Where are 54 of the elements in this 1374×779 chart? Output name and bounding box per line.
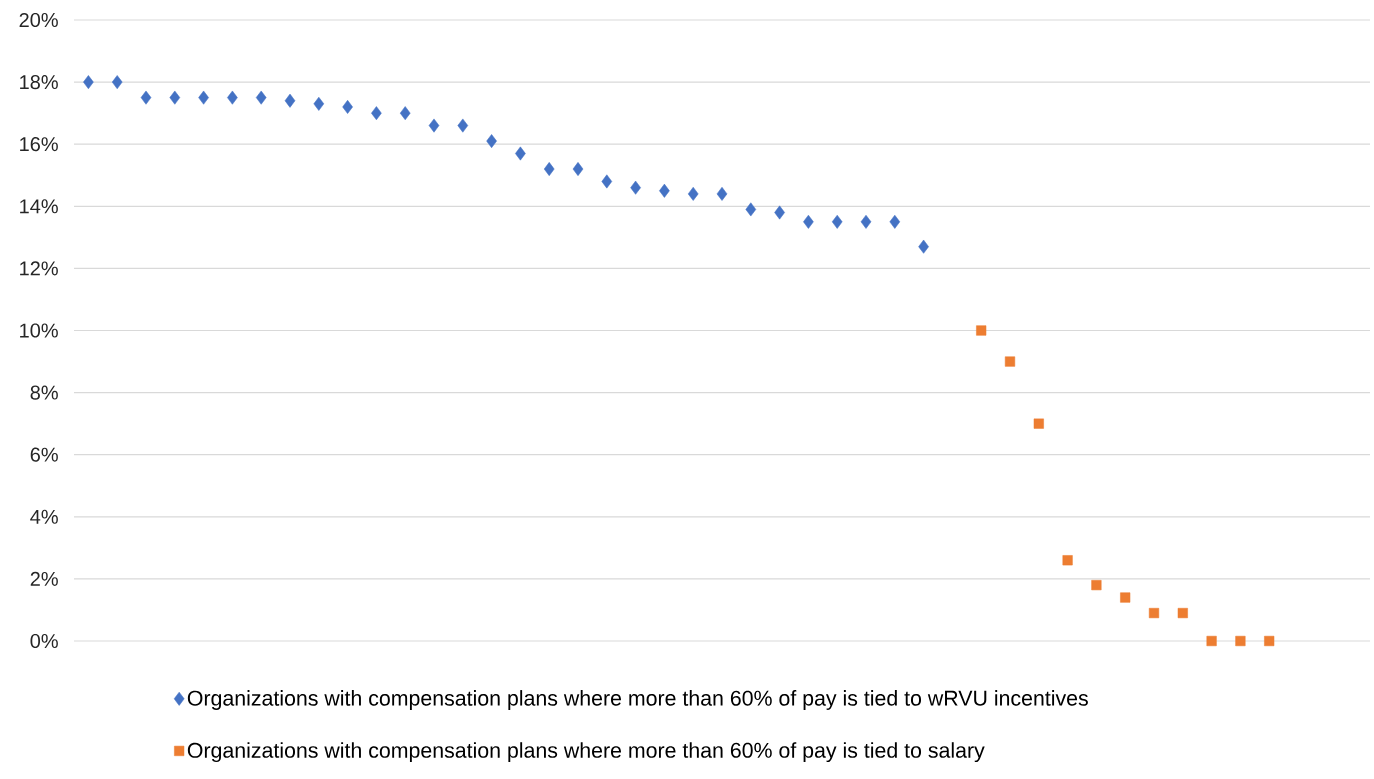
point — [860, 214, 872, 229]
point — [976, 325, 987, 336]
point — [543, 162, 555, 176]
point — [313, 96, 325, 111]
point — [918, 239, 929, 254]
point — [515, 146, 526, 161]
point — [831, 214, 843, 229]
point — [1148, 607, 1160, 619]
point — [716, 186, 728, 201]
point — [601, 174, 613, 189]
point — [1235, 635, 1246, 647]
y-tick-label: 16% — [20, 137, 58, 152]
point — [1120, 592, 1131, 603]
point — [198, 90, 209, 105]
y-tick-label: 20% — [19, 12, 58, 28]
point — [889, 214, 901, 229]
point — [1091, 580, 1102, 591]
y-tick-label: 10% — [20, 323, 58, 338]
point — [428, 118, 440, 133]
point — [1004, 356, 1016, 367]
point — [486, 134, 497, 149]
y-tick-label: 0% — [30, 633, 58, 649]
point — [803, 214, 814, 229]
point — [227, 90, 238, 105]
point — [774, 205, 785, 220]
legend-label: Organizations with compensation plans where more than 60% of pay is tied to salary — [187, 742, 985, 763]
point — [572, 162, 584, 176]
y-tick-label: 2% — [30, 571, 58, 586]
point — [1177, 607, 1188, 619]
point — [687, 186, 699, 201]
legend-label: Organizations with compensation plans where more than 60% of pay is tied to wRVU incentives — [187, 690, 1088, 710]
point — [659, 183, 670, 198]
point — [371, 106, 382, 121]
point — [1264, 635, 1275, 647]
point — [83, 75, 94, 90]
point — [630, 180, 641, 195]
point — [1033, 418, 1044, 429]
point — [111, 75, 123, 90]
point — [399, 106, 411, 121]
point — [1206, 635, 1217, 647]
y-tick-label: 18% — [20, 75, 58, 90]
y-tick-label: 4% — [30, 509, 58, 524]
y-tick-label: 12% — [20, 261, 58, 276]
point — [745, 202, 757, 217]
y-tick-label: 14% — [20, 199, 58, 214]
point — [140, 90, 152, 105]
point — [284, 93, 296, 108]
y-tick-label: 8% — [30, 385, 58, 400]
point — [255, 90, 267, 105]
point — [1062, 555, 1073, 566]
point — [169, 90, 181, 105]
point — [457, 118, 469, 133]
y-tick-label: 6% — [30, 447, 58, 462]
point — [342, 100, 353, 114]
